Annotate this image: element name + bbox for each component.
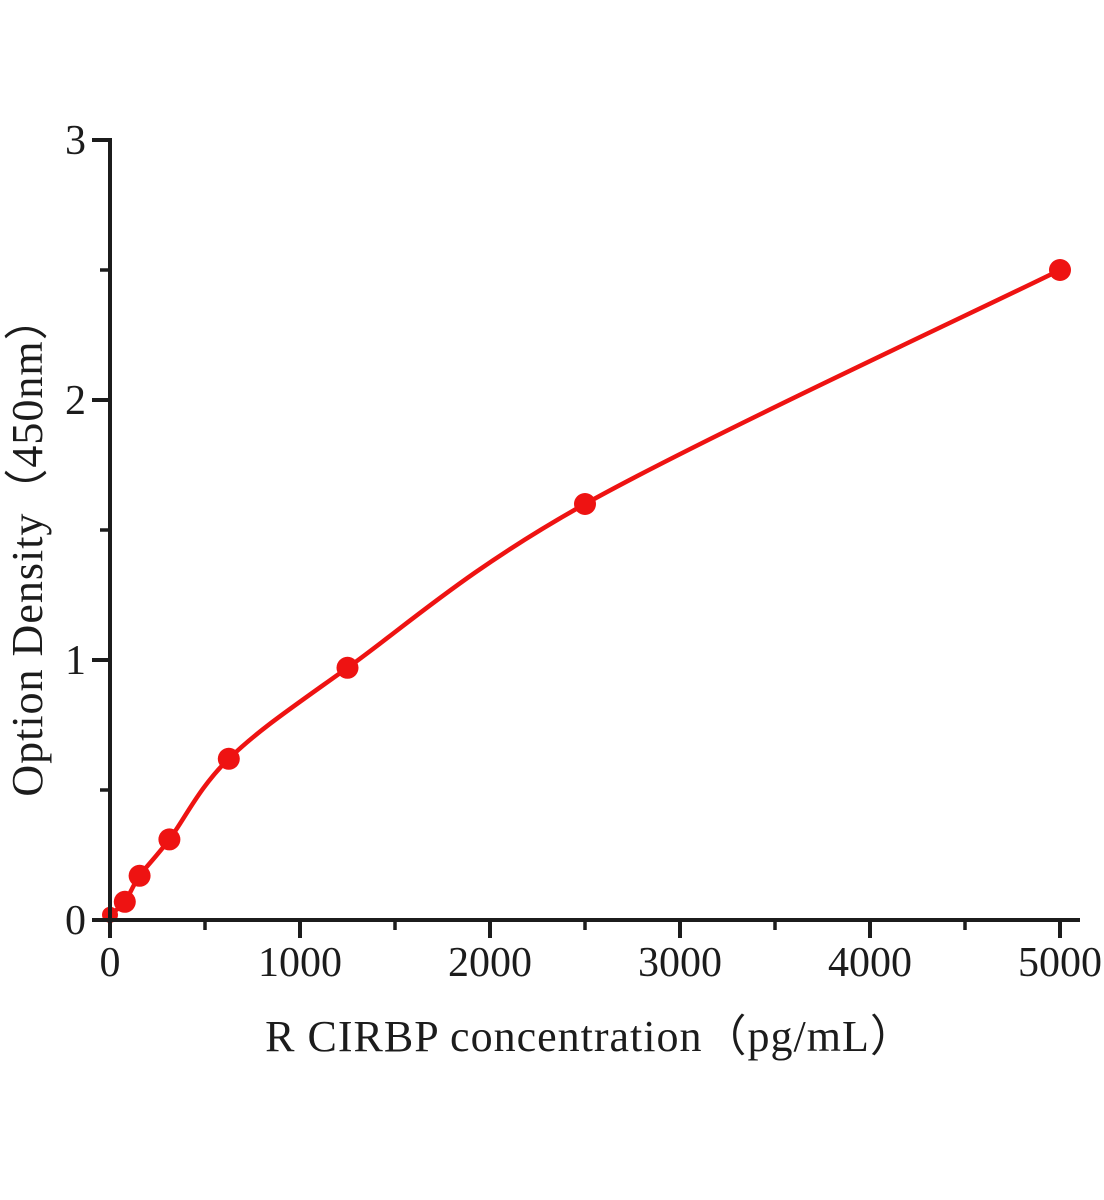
data-point (113, 890, 136, 913)
data-point (336, 656, 359, 679)
data-point (1049, 259, 1071, 281)
x-tick-label: 2000 (448, 940, 532, 986)
data-point (128, 864, 151, 887)
data-point (158, 828, 181, 851)
y-axis-title: Option Density（450nm） (3, 295, 52, 797)
x-tick-label: 3000 (638, 940, 722, 986)
x-axis-title: R CIRBP concentration（pg/mL） (265, 1012, 915, 1061)
y-tick-label: 2 (65, 378, 86, 424)
curve-line (108, 267, 1061, 917)
x-tick-label: 0 (100, 940, 121, 986)
x-tick-label: 1000 (258, 940, 342, 986)
y-tick-label: 1 (65, 638, 86, 684)
x-tick-label: 5000 (1018, 940, 1102, 986)
x-tick-label: 4000 (828, 940, 912, 986)
y-tick-label: 0 (65, 898, 86, 944)
y-tick-label: 3 (65, 118, 86, 164)
data-point (217, 747, 240, 770)
data-point (574, 493, 596, 515)
